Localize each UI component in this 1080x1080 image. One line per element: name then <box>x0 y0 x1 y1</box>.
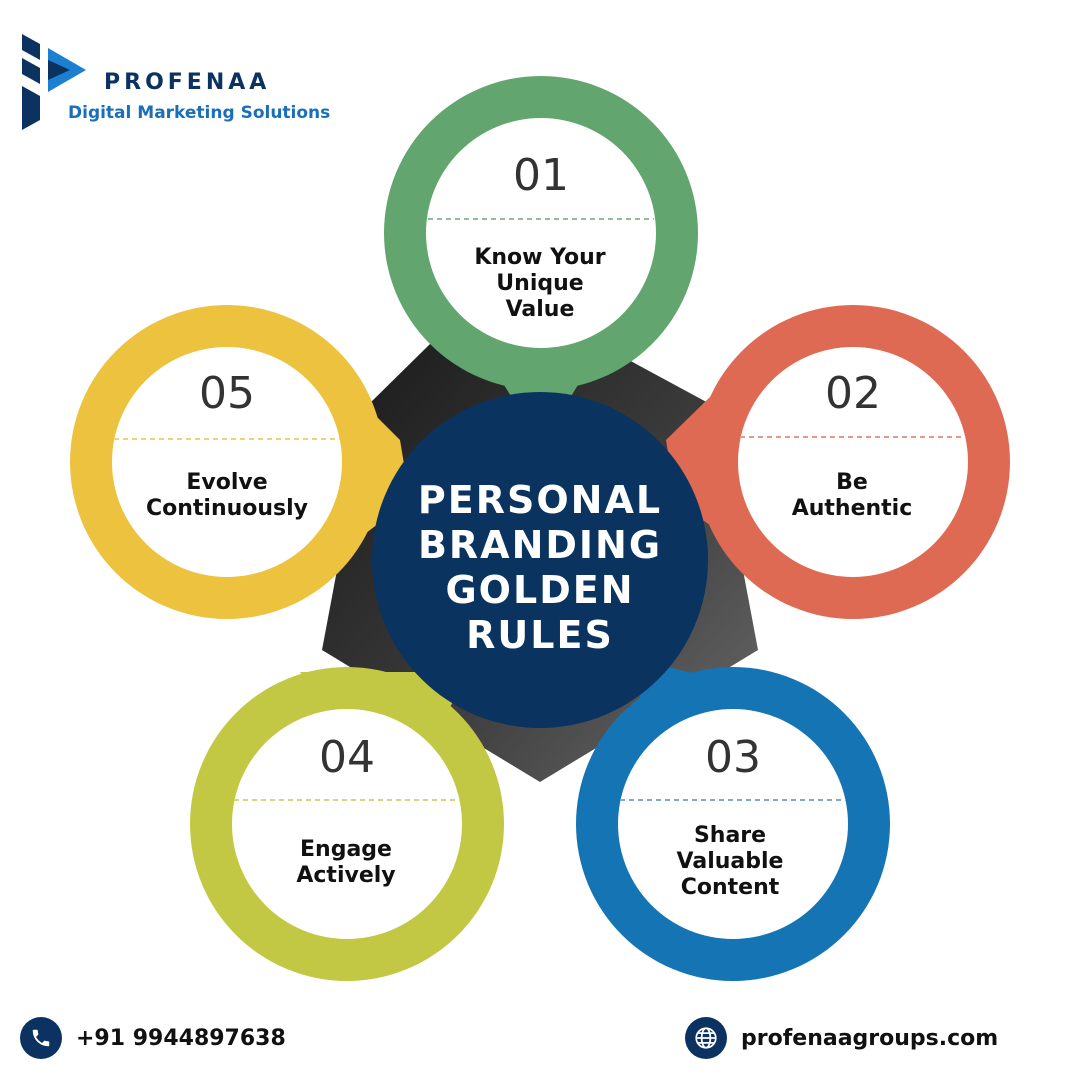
center-title-line: BRANDING <box>417 523 663 567</box>
rule-05-label-line: Continuously <box>145 496 309 521</box>
rule-04-label-line: Engage <box>300 837 392 862</box>
rule-01-label-line: Value <box>505 297 575 322</box>
center-title-line: GOLDEN <box>445 568 635 612</box>
rule-04-number: 04 <box>319 732 375 783</box>
rule-02-label: Be Authentic <box>742 470 962 522</box>
brand-name: PROFENAA <box>104 70 271 95</box>
rule-03-label-line: Valuable <box>676 849 784 874</box>
phone-icon <box>20 1017 62 1059</box>
globe-icon <box>685 1017 727 1059</box>
center-circle <box>372 392 708 728</box>
rule-04-label-line: Actively <box>296 863 396 888</box>
rule-03-number: 03 <box>705 732 761 783</box>
rule-05-number: 05 <box>199 368 255 419</box>
website-contact[interactable]: profenaagroups.com <box>685 1016 998 1060</box>
rule-04-ring <box>190 667 504 981</box>
rule-03-label-line: Share <box>693 823 767 848</box>
phone-contact[interactable]: +91 9944897638 <box>20 1016 286 1060</box>
rule-04-label: Engage Actively <box>236 837 456 889</box>
rule-01-number: 01 <box>513 150 569 201</box>
rule-05-ring <box>70 305 410 619</box>
rule-01-label: Know Your Unique Value <box>430 245 650 323</box>
website-link[interactable]: profenaagroups.com <box>741 1025 999 1051</box>
rule-03-label: Share Valuable Content <box>620 823 840 901</box>
rule-03-ring <box>576 660 890 981</box>
rule-02-label-line: Be <box>836 470 868 495</box>
rule-01-label-line: Know Your <box>474 245 606 270</box>
brand-tagline: Digital Marketing Solutions <box>68 103 331 123</box>
center-title: PERSONAL BRANDING GOLDEN RULES <box>370 478 710 658</box>
rule-02-label-line: Authentic <box>791 496 913 521</box>
center-title-line: PERSONAL <box>417 478 663 522</box>
center-title-line: RULES <box>466 613 614 657</box>
rule-01-ring <box>384 76 698 414</box>
rule-02-number: 02 <box>825 368 881 419</box>
rule-02-ring <box>666 305 1010 619</box>
rule-05-label: Evolve Continuously <box>117 470 337 522</box>
rule-01-label-line: Unique <box>496 271 584 296</box>
rule-05-label-line: Evolve <box>186 470 268 495</box>
rule-03-label-line: Content <box>680 875 780 900</box>
profenaa-logo-icon <box>22 34 86 130</box>
phone-number[interactable]: +91 9944897638 <box>76 1025 286 1051</box>
